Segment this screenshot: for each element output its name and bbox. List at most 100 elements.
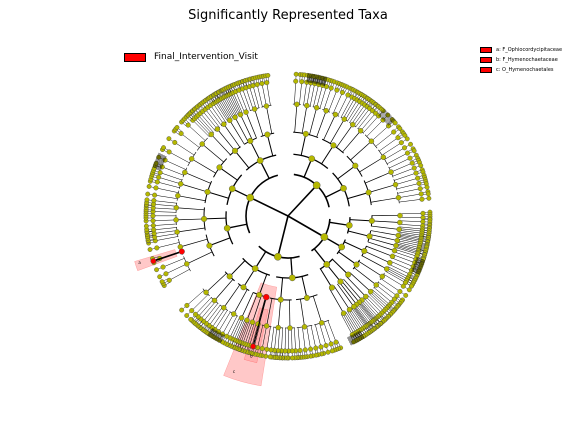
branch [259, 160, 270, 179]
branch [345, 99, 358, 120]
leaf-branch [218, 334, 224, 343]
branch [365, 296, 382, 314]
order-node [226, 273, 233, 280]
branch [306, 326, 311, 350]
leaf-branch [307, 73, 310, 83]
leaf-branch [414, 262, 424, 266]
leaf-node [293, 71, 299, 77]
leaf-node [161, 145, 166, 151]
leaf-branch [379, 110, 386, 117]
genus-node [417, 186, 423, 192]
order-node [204, 188, 211, 195]
branch [210, 134, 231, 156]
family-node [340, 310, 347, 316]
branch [254, 108, 264, 136]
branch [353, 106, 368, 126]
branch [390, 162, 413, 173]
branch [366, 119, 384, 137]
genus-node [293, 78, 299, 84]
family-node [232, 114, 238, 121]
leaf-branch [385, 116, 393, 124]
branch [379, 137, 399, 152]
leaf-node [402, 133, 408, 138]
family-node [174, 229, 180, 235]
branch [153, 211, 177, 213]
branch [380, 278, 401, 292]
branch [397, 188, 421, 194]
leaf-branch [152, 165, 162, 170]
leaf-branch [154, 161, 163, 166]
branch [337, 94, 349, 116]
family-node [173, 205, 180, 211]
branch [315, 324, 322, 347]
branch [155, 187, 179, 193]
leaf-node [329, 348, 335, 354]
leaf-node [267, 354, 273, 360]
family-node [208, 131, 214, 138]
leaf-branch [318, 75, 322, 85]
genus-node [297, 347, 303, 353]
branch [326, 264, 341, 282]
branch [310, 325, 317, 349]
leaf-branch [209, 329, 215, 338]
phylum-node [312, 181, 321, 190]
branch [249, 140, 261, 161]
branch [395, 247, 418, 255]
branch [223, 124, 241, 148]
branch [327, 320, 337, 343]
branch [176, 207, 205, 211]
branch [303, 158, 313, 178]
order-node [366, 233, 373, 240]
branch [343, 278, 363, 301]
branch [371, 125, 389, 142]
branch [309, 107, 317, 135]
branch [395, 177, 418, 185]
branch [229, 260, 246, 277]
family-node [389, 253, 396, 260]
family-node [393, 242, 399, 249]
branch [229, 120, 245, 145]
leaf-branch [355, 332, 361, 341]
branch [325, 187, 344, 198]
genus-node [189, 308, 195, 314]
branch [302, 327, 306, 350]
branch [392, 167, 415, 177]
leaf-branch [310, 74, 313, 83]
genus-node [150, 213, 156, 219]
branch [180, 133, 200, 148]
branch [245, 112, 257, 139]
genus-node [400, 283, 406, 289]
branch [359, 301, 375, 320]
branch [301, 276, 308, 298]
genus-node [318, 344, 324, 350]
branch [217, 128, 236, 152]
branch [337, 283, 355, 307]
leaf-branch [414, 263, 423, 268]
class-node [228, 185, 236, 193]
branch [203, 303, 219, 322]
branch [369, 292, 388, 309]
branch [349, 272, 371, 292]
genus-node [420, 210, 426, 216]
branch [332, 258, 349, 275]
branch [351, 307, 365, 328]
leaf-branch [315, 75, 318, 84]
family-node [395, 232, 401, 239]
branch [226, 95, 238, 117]
leaf-branch [157, 155, 166, 160]
branch [376, 284, 395, 300]
branch [194, 118, 211, 136]
genus-node [398, 140, 404, 146]
legend-swatch [124, 52, 146, 62]
family-node [351, 303, 357, 310]
branch [387, 266, 409, 278]
genus-node [156, 174, 162, 180]
order-node [302, 130, 309, 137]
branch [396, 244, 419, 252]
leaf-branch [355, 332, 360, 341]
branch [202, 111, 218, 130]
branch [348, 230, 370, 237]
leaf-branch [412, 266, 422, 271]
branch [294, 104, 298, 133]
genus-node [152, 192, 158, 198]
